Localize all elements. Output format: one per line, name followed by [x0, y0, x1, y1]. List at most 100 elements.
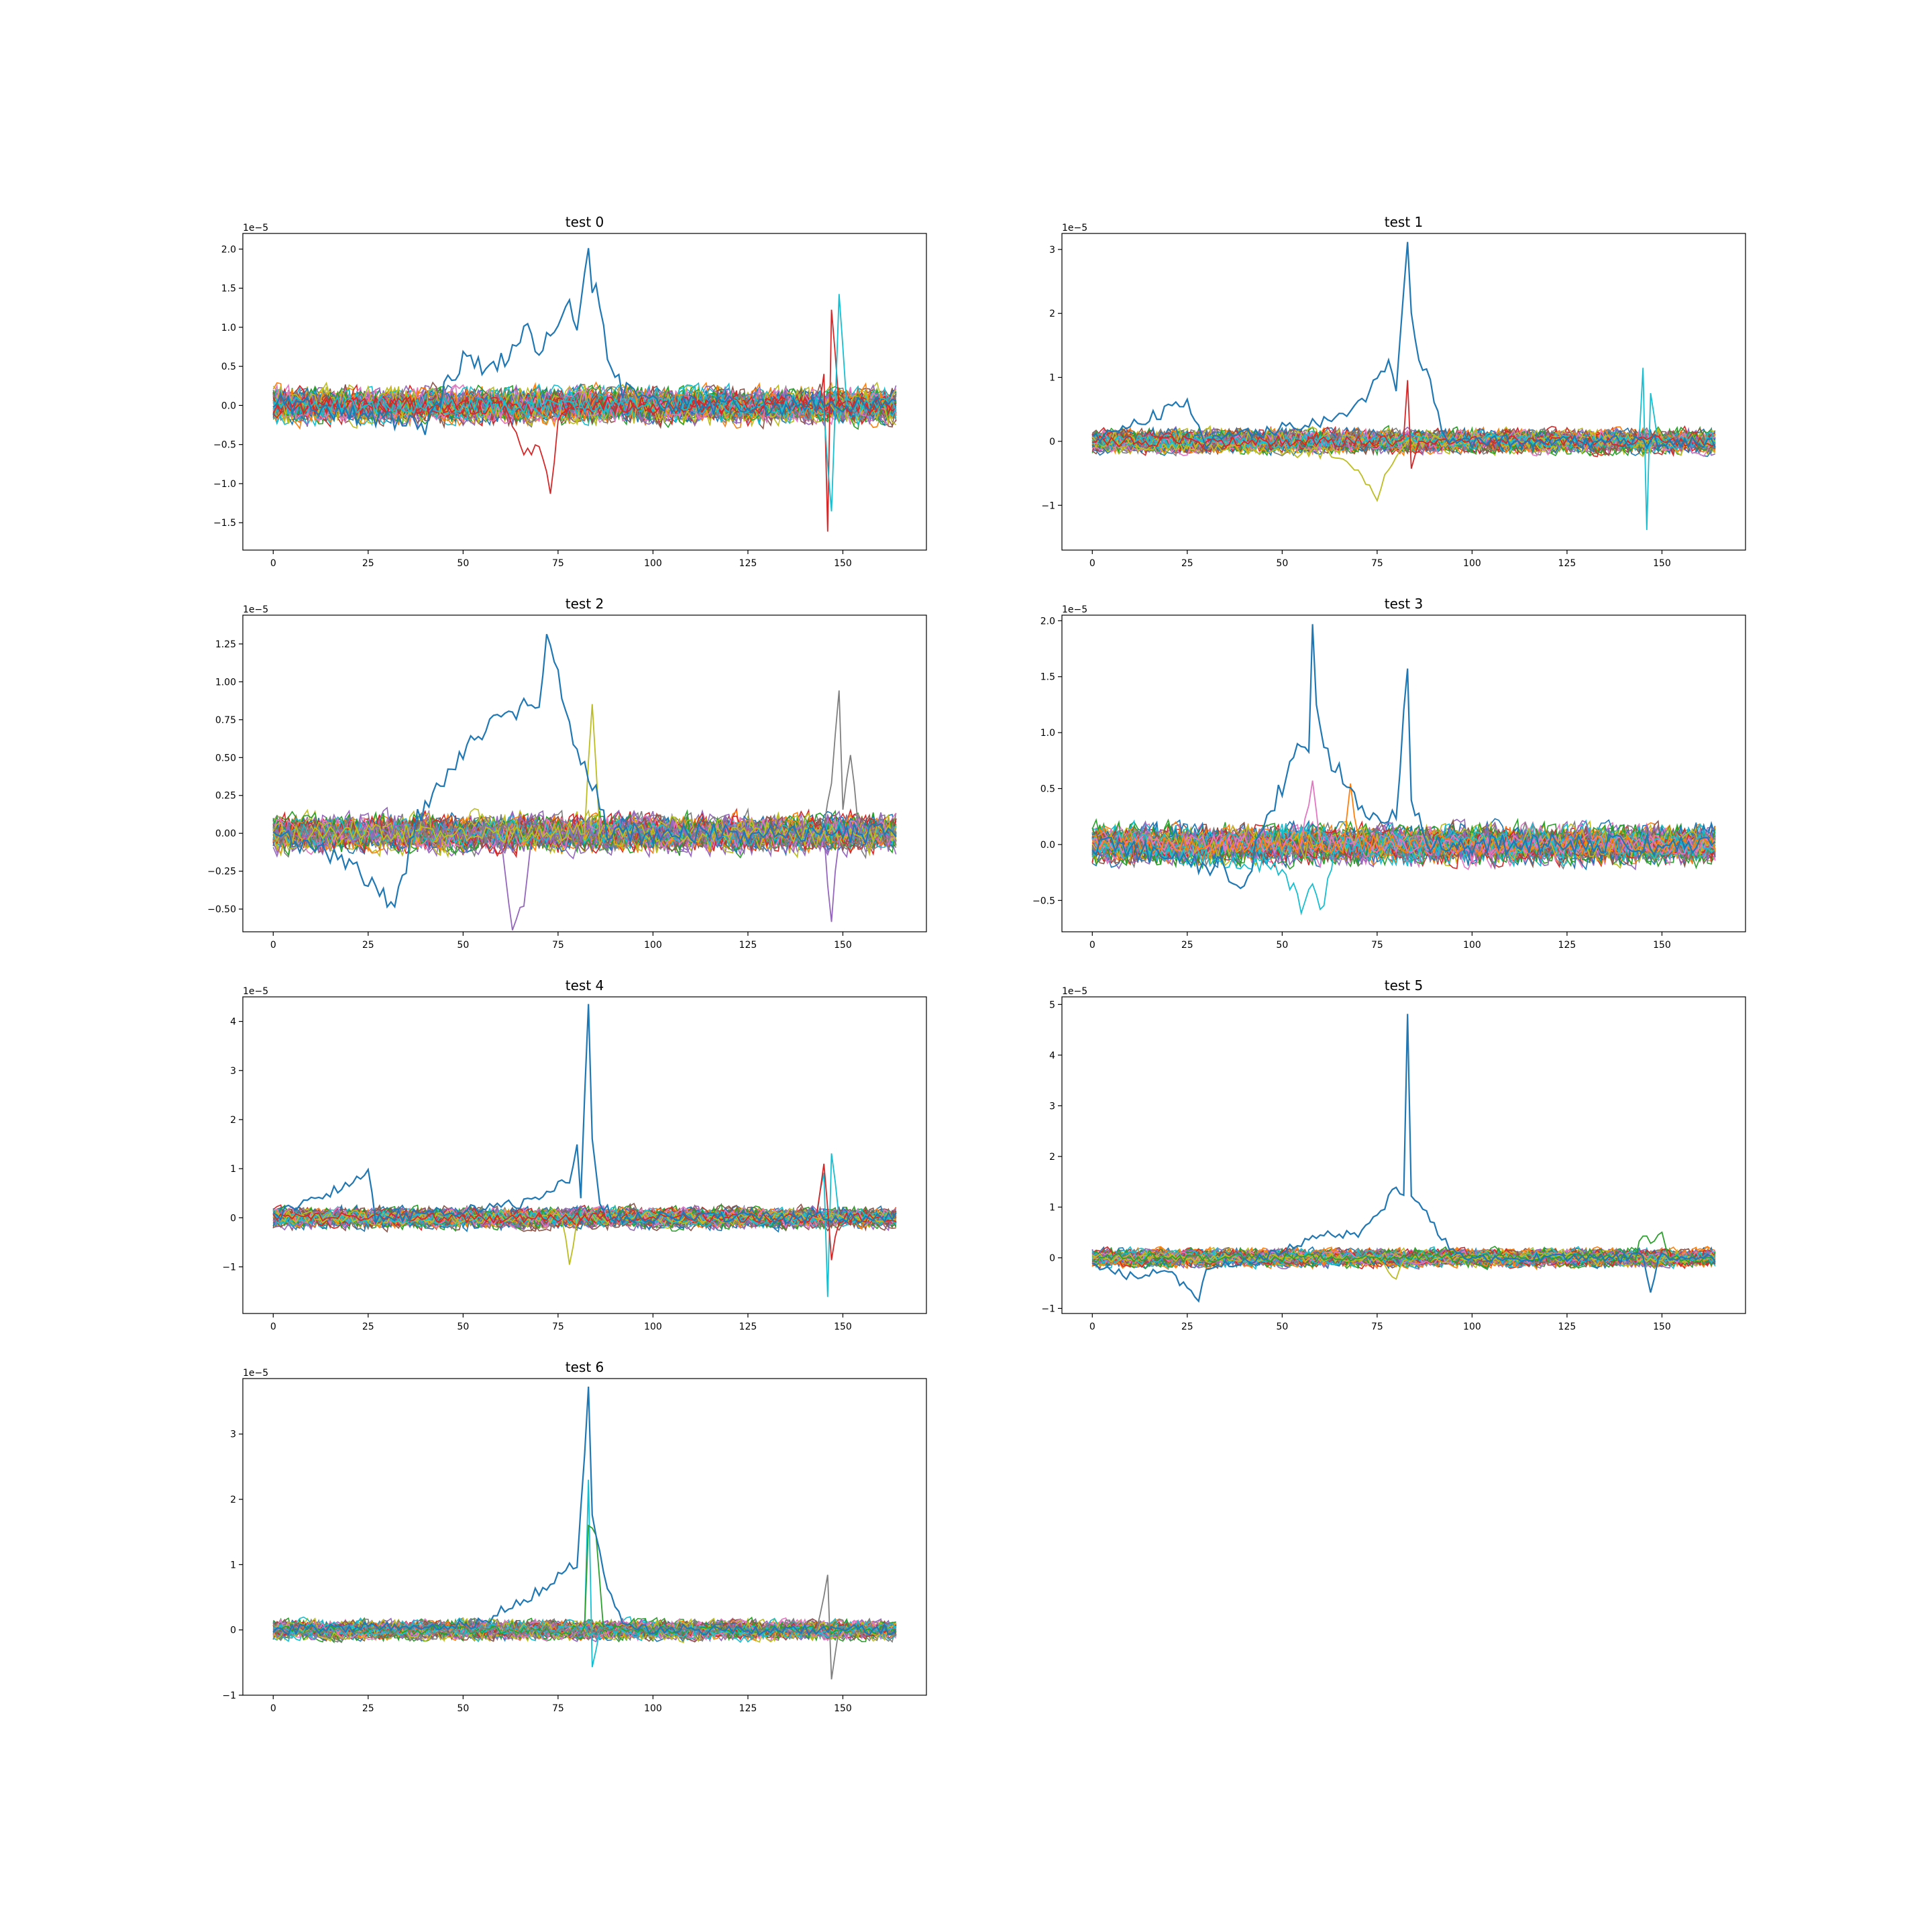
y-tick-label: 1.5 [1040, 672, 1055, 683]
x-tick-label: 125 [739, 940, 757, 951]
axes-frame [242, 614, 927, 932]
noise-series-line [1091, 1249, 1716, 1267]
noise-series-line [1091, 826, 1716, 862]
x-tick-label: 50 [457, 1322, 469, 1332]
y-tick-label: 4 [1049, 1051, 1055, 1061]
y-tick-label: 3 [1049, 245, 1055, 256]
x-tick-label: 0 [270, 940, 276, 951]
plot-area [243, 997, 926, 1313]
spike-series-line [272, 309, 897, 532]
chart-1: 0 25 50 75 100 125 150 −1 0 1 2 3 test 1 1e−5 [1041, 214, 1746, 569]
y-tick-label: 0.75 [215, 715, 236, 726]
noise-series-line [272, 388, 897, 424]
x-tick-label: 150 [834, 558, 852, 569]
x-tick-label: 50 [1276, 558, 1288, 569]
axes-frame [242, 233, 927, 551]
y-tick-label: 5 [1049, 1000, 1055, 1010]
plot-area [243, 615, 926, 932]
y-tick-label: 0.5 [221, 362, 236, 372]
y-offset-label: 1e−5 [243, 1368, 268, 1379]
x-tick-label: 75 [552, 558, 564, 569]
y-tick-label: −1.5 [213, 518, 236, 529]
x-tick-label: 0 [1089, 1322, 1095, 1332]
x-tick-label: 25 [362, 1703, 374, 1714]
y-tick-label: 1.0 [1040, 728, 1055, 739]
x-tick-label: 150 [834, 1322, 852, 1332]
chart-title: test 1 [1385, 214, 1424, 230]
x-tick-label: 125 [1558, 940, 1576, 951]
series-group [272, 1386, 897, 1680]
x-tick-label: 75 [552, 1322, 564, 1332]
x-tick-label: 100 [644, 558, 662, 569]
x-tick-label: 0 [270, 1703, 276, 1714]
x-tick-label: 125 [1558, 558, 1576, 569]
series-group [1091, 1014, 1716, 1303]
x-tick-label: 125 [739, 1703, 757, 1714]
noise-series-line [272, 806, 897, 860]
y-tick-label: 2 [230, 1495, 236, 1505]
y-offset-label: 1e−5 [1062, 604, 1087, 615]
x-tick-label: 0 [270, 558, 276, 569]
chart-title: test 5 [1385, 977, 1424, 994]
series-group [1091, 624, 1716, 916]
y-tick-label: 0 [1049, 437, 1055, 447]
highlight-series-line [272, 634, 897, 909]
y-tick-label: 0.00 [215, 828, 236, 839]
highlight-series-line [1091, 1014, 1716, 1303]
x-tick-label: 75 [1371, 940, 1383, 951]
y-offset-label: 1e−5 [243, 604, 268, 615]
axes-frame [1061, 233, 1746, 551]
y-tick-label: −0.5 [1032, 896, 1055, 906]
spike-series-line [272, 704, 897, 844]
series-group [272, 1004, 897, 1297]
y-offset-label: 1e−5 [243, 223, 268, 233]
y-tick-label: 1 [230, 1164, 236, 1175]
chart-title: test 0 [566, 214, 604, 230]
x-tick-label: 50 [1276, 940, 1288, 951]
x-tick-label: 75 [1371, 1322, 1383, 1332]
spike-series-line [1092, 380, 1716, 469]
series-group [272, 634, 897, 930]
y-tick-label: −0.25 [207, 867, 236, 877]
chart-4: 0 25 50 75 100 125 150 −1 0 1 2 3 4 test 4 1e−5 [222, 977, 927, 1332]
y-tick-label: 0 [1049, 1253, 1055, 1264]
y-tick-label: −1 [222, 1262, 236, 1273]
y-tick-label: 1.0 [221, 323, 236, 333]
x-tick-label: 100 [1463, 558, 1481, 569]
x-tick-label: 75 [552, 1703, 564, 1714]
y-tick-label: −1.0 [213, 479, 236, 490]
chart-title: test 4 [566, 977, 604, 994]
y-offset-label: 1e−5 [1062, 986, 1087, 997]
chart-3: 0 25 50 75 100 125 150 −0.5 0.0 0.5 1.0 1.5 2.0 test … [1032, 596, 1746, 951]
axes-frame [1061, 996, 1746, 1314]
y-tick-label: 1 [230, 1560, 236, 1570]
plot-area [243, 1379, 926, 1695]
y-tick-label: −1 [1041, 500, 1055, 511]
x-tick-label: 125 [739, 558, 757, 569]
y-tick-label: 1 [1049, 373, 1055, 384]
y-tick-label: 3 [230, 1430, 236, 1440]
y-tick-label: 2 [1049, 309, 1055, 319]
y-tick-label: −0.50 [207, 904, 236, 915]
y-tick-label: 0.0 [221, 400, 236, 411]
x-tick-label: 25 [362, 1322, 374, 1332]
chart-5: 0 25 50 75 100 125 150 −1 0 1 2 3 4 5 test 5 1e−5 [1041, 977, 1746, 1332]
y-tick-label: 3 [230, 1066, 236, 1077]
chart-title: test 3 [1385, 596, 1424, 612]
y-tick-label: 1.5 [221, 284, 236, 294]
y-tick-label: 1 [1049, 1202, 1055, 1213]
series-group [1091, 241, 1716, 531]
x-tick-label: 150 [834, 940, 852, 951]
y-tick-label: 2 [1049, 1152, 1055, 1163]
x-tick-label: 25 [1181, 558, 1193, 569]
x-tick-label: 150 [834, 1703, 852, 1714]
y-tick-label: −1 [222, 1690, 236, 1701]
axes-frame [242, 996, 927, 1314]
noise-series-line [272, 1205, 897, 1230]
highlight-series-line [1091, 241, 1716, 450]
y-tick-label: −0.5 [213, 440, 236, 451]
x-tick-label: 25 [362, 558, 374, 569]
y-tick-label: 3 [1049, 1101, 1055, 1112]
y-tick-label: 1.00 [215, 677, 236, 688]
